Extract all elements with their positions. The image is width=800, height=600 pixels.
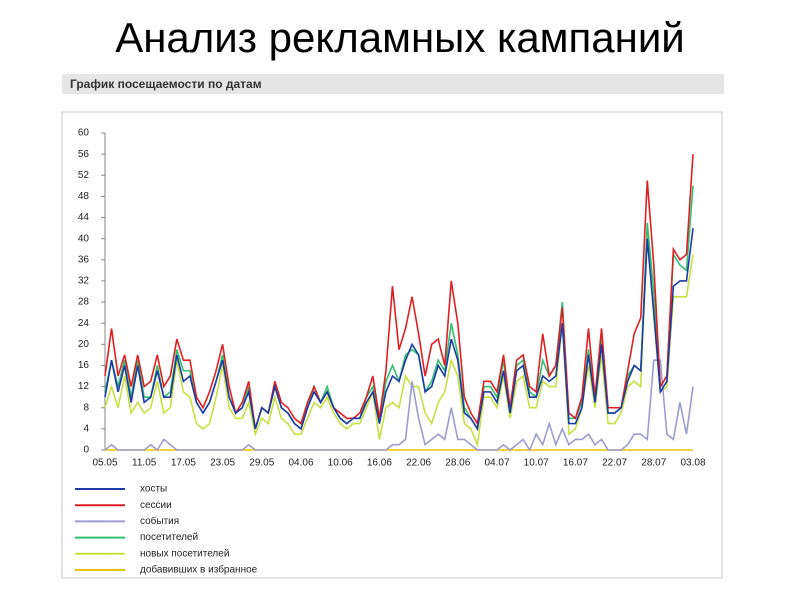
y-tick-label: 52 — [78, 170, 90, 181]
y-tick-label: 12 — [78, 381, 90, 392]
x-tick-label: 16.07 — [563, 458, 588, 469]
legend-label: посетителей — [140, 532, 198, 543]
y-tick-label: 16 — [78, 360, 90, 371]
x-tick-label: 04.07 — [484, 458, 509, 469]
x-tick-label: 17.05 — [171, 458, 196, 469]
panel-header: График посещаемости по датам — [62, 74, 724, 94]
legend-label: сессии — [140, 500, 172, 511]
y-tick-label: 40 — [78, 233, 90, 244]
x-tick-label: 10.07 — [524, 458, 549, 469]
y-tick-label: 20 — [78, 339, 90, 350]
x-tick-label: 22.07 — [602, 458, 627, 469]
x-tick-label: 23.05 — [210, 458, 235, 469]
y-tick-label: 56 — [78, 149, 90, 160]
x-tick-label: 11.05 — [132, 458, 157, 469]
y-tick-label: 0 — [83, 445, 89, 456]
y-tick-label: 28 — [78, 297, 90, 308]
x-tick-label: 29.05 — [249, 458, 274, 469]
y-tick-label: 48 — [78, 191, 90, 202]
series-line — [104, 228, 694, 448]
x-tick-label: 10.06 — [328, 458, 353, 469]
y-tick-label: 8 — [83, 402, 89, 413]
y-tick-label: 32 — [78, 276, 90, 287]
chart-title: График посещаемости по датам — [70, 77, 262, 91]
slide-title: Анализ рекламных кампаний — [115, 14, 685, 61]
x-tick-label: 28.06 — [445, 458, 470, 469]
legend-label: события — [140, 515, 179, 527]
legend-label: новых посетителей — [140, 548, 229, 559]
y-tick-label: 36 — [78, 254, 90, 265]
x-tick-label: 22.06 — [406, 458, 431, 469]
x-tick-label: 03.08 — [680, 458, 705, 469]
y-tick-label: 24 — [78, 318, 90, 329]
y-tick-label: 60 — [78, 128, 90, 139]
x-tick-label: 04.06 — [288, 458, 313, 469]
y-tick-label: 4 — [83, 424, 89, 435]
x-tick-label: 05.05 — [92, 458, 117, 469]
series-line — [104, 228, 694, 432]
series-line — [104, 359, 694, 452]
x-tick-label: 16.06 — [367, 458, 392, 469]
y-tick-label: 44 — [78, 212, 90, 223]
legend-label: добавивших в избранное — [140, 564, 258, 576]
legend-label: хосты — [140, 484, 167, 495]
chart-frame — [61, 111, 723, 579]
x-tick-label: 28.07 — [641, 458, 666, 469]
